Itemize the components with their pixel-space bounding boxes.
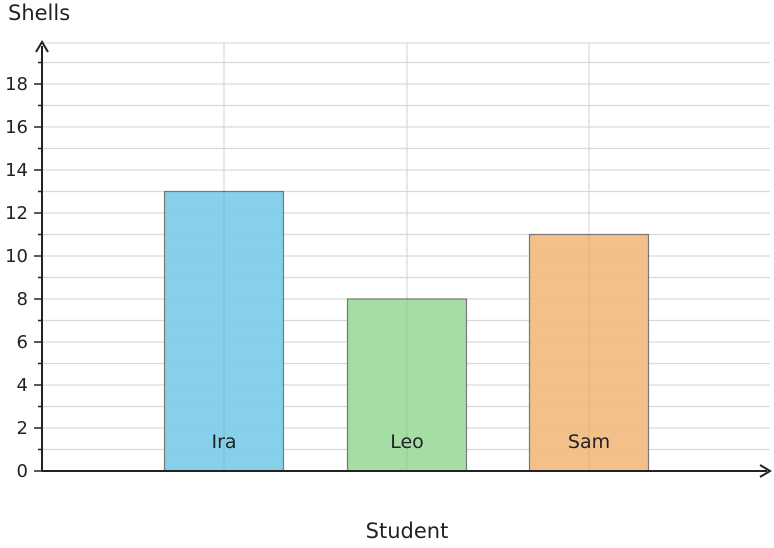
y-tick-label: 4 [17, 375, 28, 396]
bars: Ira Leo Sam [163, 190, 650, 472]
y-axis-arrow [35, 40, 49, 53]
y-ticks: 0 2 4 6 8 10 12 14 16 18 [5, 61, 42, 482]
bar-label: Sam [568, 431, 610, 453]
bar-sam [528, 233, 650, 472]
x-axis-title: Student [366, 519, 449, 543]
y-tick-label: 6 [17, 332, 28, 353]
y-tick-label: 0 [17, 461, 28, 482]
y-tick-label: 8 [17, 289, 28, 310]
y-axis-title: Shells [8, 1, 70, 25]
y-tick-label: 14 [5, 160, 28, 181]
y-tick-label: 16 [5, 117, 28, 138]
bar-label: Ira [211, 431, 236, 453]
x-axis-arrow [759, 464, 772, 478]
y-tick-label: 10 [5, 246, 28, 267]
y-tick-label: 18 [5, 74, 28, 95]
bar-ira [163, 190, 285, 472]
bar-leo [346, 298, 468, 472]
axes [35, 40, 772, 478]
y-tick-label: 2 [17, 418, 28, 439]
bar-label: Leo [390, 431, 424, 453]
y-tick-label: 12 [5, 203, 28, 224]
